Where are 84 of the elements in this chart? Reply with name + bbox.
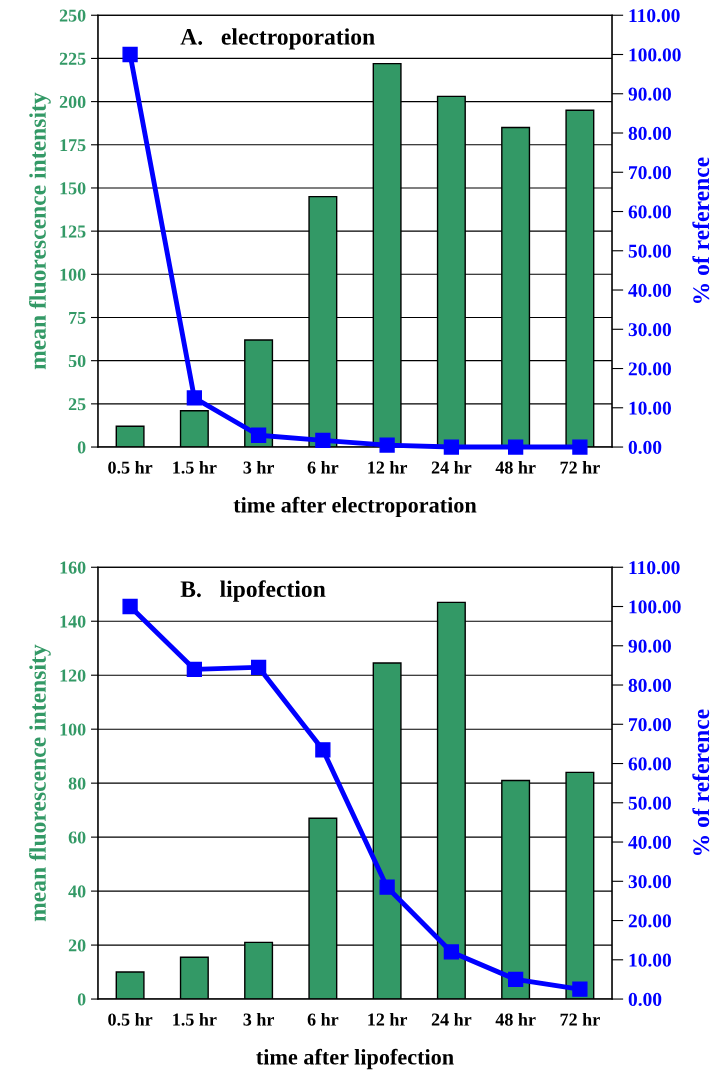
- y-tick-label: 225: [59, 52, 86, 65]
- x-tick-label: 12 hr: [368, 1012, 408, 1026]
- text: B. lipofection: [180, 580, 326, 602]
- y2-axis-title: % of reference: [692, 157, 710, 304]
- y-tick-label: 0: [77, 441, 86, 454]
- y-tick-label: 25: [68, 398, 86, 411]
- x-tick-label: 72 hr: [560, 1012, 600, 1026]
- y-axis-title: mean fluorescence intensity: [29, 644, 51, 922]
- point: [315, 432, 331, 449]
- y2-tick-label: 70.00: [629, 718, 671, 732]
- y2-tick-label: 20.00: [628, 914, 671, 928]
- y2-tick-label: 100.00: [629, 600, 681, 614]
- point: [443, 944, 460, 960]
- x-axis-title: time after lipofection: [256, 1048, 454, 1070]
- y-tick-label: 80: [68, 777, 86, 790]
- point: [315, 742, 331, 758]
- y-tick-label: 0: [77, 993, 86, 1006]
- y-tick-label: 175: [60, 139, 86, 152]
- y-tick-label: 140: [60, 615, 86, 628]
- y2-tick-label: 110.00: [629, 9, 680, 23]
- x-tick-label: 72 hr: [560, 460, 600, 474]
- point: [186, 390, 202, 406]
- x-tick-label: 48 hr: [495, 460, 536, 474]
- y-tick-label: 150: [60, 182, 86, 195]
- x-tick-label: 1.5 hr: [173, 1012, 217, 1026]
- x-tick-label: 24 hr: [431, 460, 472, 474]
- y-tick-label: 120: [60, 669, 86, 682]
- y2-tick-label: 50.00: [628, 244, 671, 258]
- y2-tick-label: 20.00: [628, 362, 671, 376]
- point: [186, 661, 202, 677]
- x-tick-label: 24 hr: [431, 1012, 472, 1026]
- y-tick-label: 60: [68, 831, 86, 844]
- y2-tick-label: 60.00: [628, 205, 671, 219]
- y2-tick-label: 40.00: [628, 835, 671, 850]
- y2-tick-label: 30.00: [628, 875, 671, 889]
- y2-tick-label: 80.00: [628, 126, 671, 141]
- y2-tick-label: 60.00: [628, 757, 671, 771]
- x-tick-label: 12 hr: [368, 460, 408, 474]
- point: [572, 439, 588, 455]
- y2-axis-title: % of reference: [692, 709, 710, 856]
- y2-tick-label: 40.00: [628, 283, 671, 298]
- point: [379, 437, 395, 453]
- y2-tick-label: 0.00: [628, 992, 662, 1007]
- x-tick-label: 0.5 hr: [108, 1012, 153, 1026]
- y2-tick-label: 0.00: [628, 440, 662, 455]
- point: [122, 46, 138, 63]
- point: [443, 439, 460, 455]
- x-tick-label: 3 hr: [243, 1012, 275, 1026]
- point: [379, 879, 395, 895]
- x-tick-label: 6 hr: [307, 460, 339, 474]
- point: [507, 439, 524, 455]
- y2-tick-label: 80.00: [628, 678, 671, 693]
- point: [572, 981, 588, 997]
- x-tick-label: 48 hr: [495, 1012, 536, 1026]
- y-tick-label: 160: [60, 561, 86, 574]
- y2-tick-label: 30.00: [628, 323, 671, 337]
- point: [122, 598, 138, 615]
- x-axis-title: time after electroporation: [233, 496, 477, 518]
- y2-tick-label: 50.00: [628, 796, 671, 810]
- y-tick-label: 100: [60, 268, 86, 281]
- y-tick-label: 40: [68, 885, 86, 898]
- y2-tick-label: 90.00: [628, 87, 671, 101]
- x-tick-label: 1.5 hr: [173, 460, 217, 474]
- x-tick-label: 6 hr: [307, 1012, 339, 1026]
- point: [507, 971, 524, 988]
- y-tick-label: 100: [60, 723, 86, 736]
- x-tick-label: 3 hr: [243, 460, 275, 474]
- y2-tick-label: 90.00: [628, 639, 671, 653]
- y-tick-label: 50: [68, 354, 86, 368]
- y-tick-label: 75: [69, 311, 86, 324]
- y-tick-label: 20: [68, 939, 86, 952]
- y-tick-label: 200: [59, 95, 86, 109]
- y-tick-label: 125: [60, 225, 86, 238]
- y2-tick-label: 110.00: [629, 561, 680, 575]
- point: [250, 659, 267, 675]
- text: A. electroporation: [180, 28, 375, 50]
- y2-tick-label: 10.00: [629, 953, 671, 967]
- y-axis-title: mean fluorescence intensity: [29, 92, 51, 370]
- y2-tick-label: 100.00: [629, 48, 681, 62]
- y2-tick-label: 10.00: [629, 401, 671, 415]
- y-tick-label: 250: [59, 9, 86, 22]
- point: [250, 427, 267, 443]
- x-tick-label: 0.5 hr: [108, 460, 153, 474]
- y2-tick-label: 70.00: [629, 166, 671, 180]
